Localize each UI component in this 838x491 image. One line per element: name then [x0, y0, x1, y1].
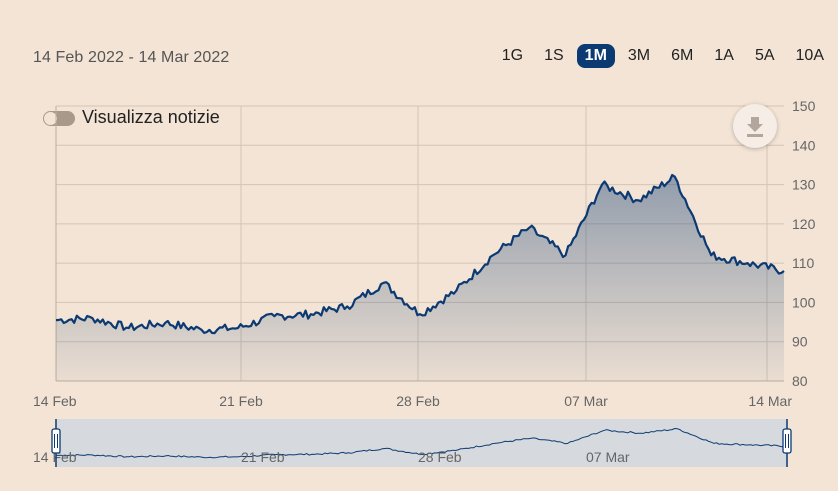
download-button[interactable] — [733, 104, 777, 148]
download-icon — [747, 117, 763, 137]
y-tick-label: 120 — [792, 216, 816, 232]
y-tick-label: 90 — [792, 334, 808, 350]
x-tick-label: 07 Mar — [564, 393, 608, 409]
navigator-left-handle[interactable] — [51, 419, 61, 467]
date-range-label: 14 Feb 2022 - 14 Mar 2022 — [33, 49, 230, 66]
navigator-tick-label: 07 Mar — [586, 449, 630, 465]
navigator-window — [56, 419, 787, 467]
period-button-1a[interactable]: 1A — [714, 47, 734, 64]
period-button-1g[interactable]: 1G — [501, 47, 524, 64]
series-area — [56, 175, 784, 381]
y-tick-label: 150 — [792, 98, 816, 114]
navigator-tick-label: 21 Feb — [241, 449, 285, 465]
y-tick-label: 80 — [792, 373, 808, 389]
navigator-line — [56, 427, 788, 459]
period-button-6m[interactable]: 6M — [671, 47, 694, 64]
handle-grip — [51, 428, 61, 454]
y-tick-label: 140 — [792, 137, 816, 153]
x-tick-label: 14 Feb — [33, 393, 77, 409]
handle-grip — [782, 428, 792, 454]
period-button-10a[interactable]: 10A — [795, 47, 824, 64]
y-tick-label: 100 — [792, 294, 816, 310]
x-tick-label: 28 Feb — [396, 393, 440, 409]
news-toggle-label: Visualizza notizie — [82, 107, 220, 127]
y-tick-label: 130 — [792, 177, 816, 193]
toggle-knob — [44, 112, 57, 125]
period-button-1m[interactable]: 1M — [576, 44, 615, 68]
period-selector: 1G 1S 1M 3M 6M 1A 5A 10A — [489, 44, 832, 68]
news-toggle[interactable] — [43, 111, 75, 126]
period-button-1s[interactable]: 1S — [544, 47, 564, 64]
navigator-tick-label: 28 Feb — [418, 449, 462, 465]
range-navigator[interactable]: 14 Feb 21 Feb 28 Feb 07 Mar — [33, 419, 792, 467]
period-button-3m[interactable]: 3M — [627, 47, 651, 64]
navigator-tick-label: 14 Feb — [33, 449, 77, 465]
x-tick-label: 14 Mar — [748, 393, 792, 409]
y-tick-label: 110 — [792, 255, 815, 271]
x-tick-label: 21 Feb — [219, 393, 263, 409]
period-button-5a[interactable]: 5A — [754, 47, 775, 64]
navigator-right-handle[interactable] — [782, 419, 792, 467]
